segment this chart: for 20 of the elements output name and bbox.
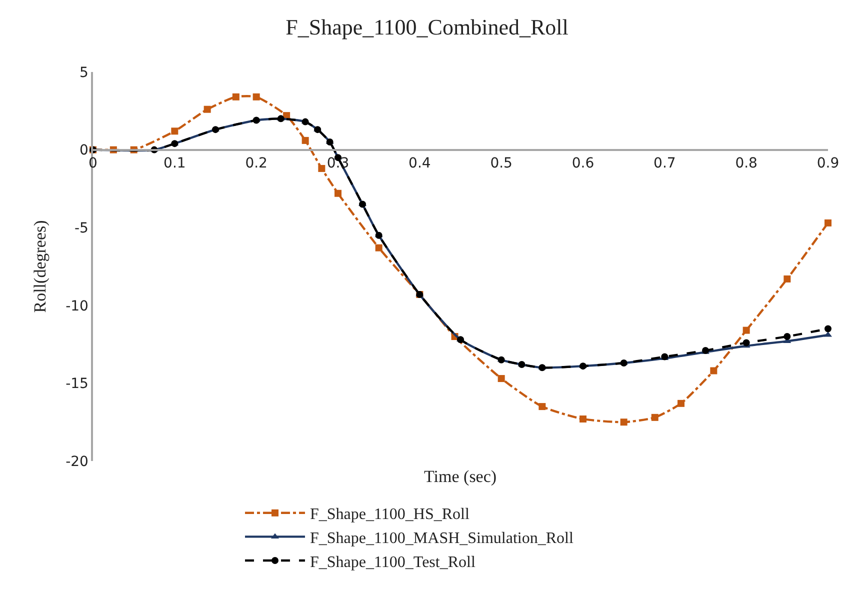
y-tick-label: 0 xyxy=(80,142,88,159)
x-tick-label: 0.1 xyxy=(164,155,186,172)
legend-label: F_Shape_1100_MASH_Simulation_Roll xyxy=(310,530,574,547)
x-tick-label: 0.2 xyxy=(245,155,268,172)
y-tick-label: 5 xyxy=(80,64,88,81)
x-tick-label: 0.4 xyxy=(408,155,431,172)
x-axis-title: Time (sec) xyxy=(424,467,497,486)
x-tick-label: 0.8 xyxy=(735,155,758,172)
y-tick-label: -20 xyxy=(66,454,88,470)
x-tick-label: 0.7 xyxy=(654,155,676,172)
x-tick-label: 0.6 xyxy=(572,155,594,172)
x-tick-label: 0.5 xyxy=(490,155,512,172)
y-axis-title: Roll(degrees) xyxy=(30,220,50,313)
chart-title: F_Shape_1100_Combined_Roll xyxy=(286,14,568,40)
legend-label: F_Shape_1100_HS_Roll xyxy=(310,506,470,524)
legend-label: F_Shape_1100_Test_Roll xyxy=(310,554,476,571)
x-tick-label: 0.9 xyxy=(816,155,840,172)
y-tick-label: -5 xyxy=(74,220,88,236)
y-tick-label: -15 xyxy=(66,376,88,392)
y-tick-label: -10 xyxy=(66,298,88,314)
